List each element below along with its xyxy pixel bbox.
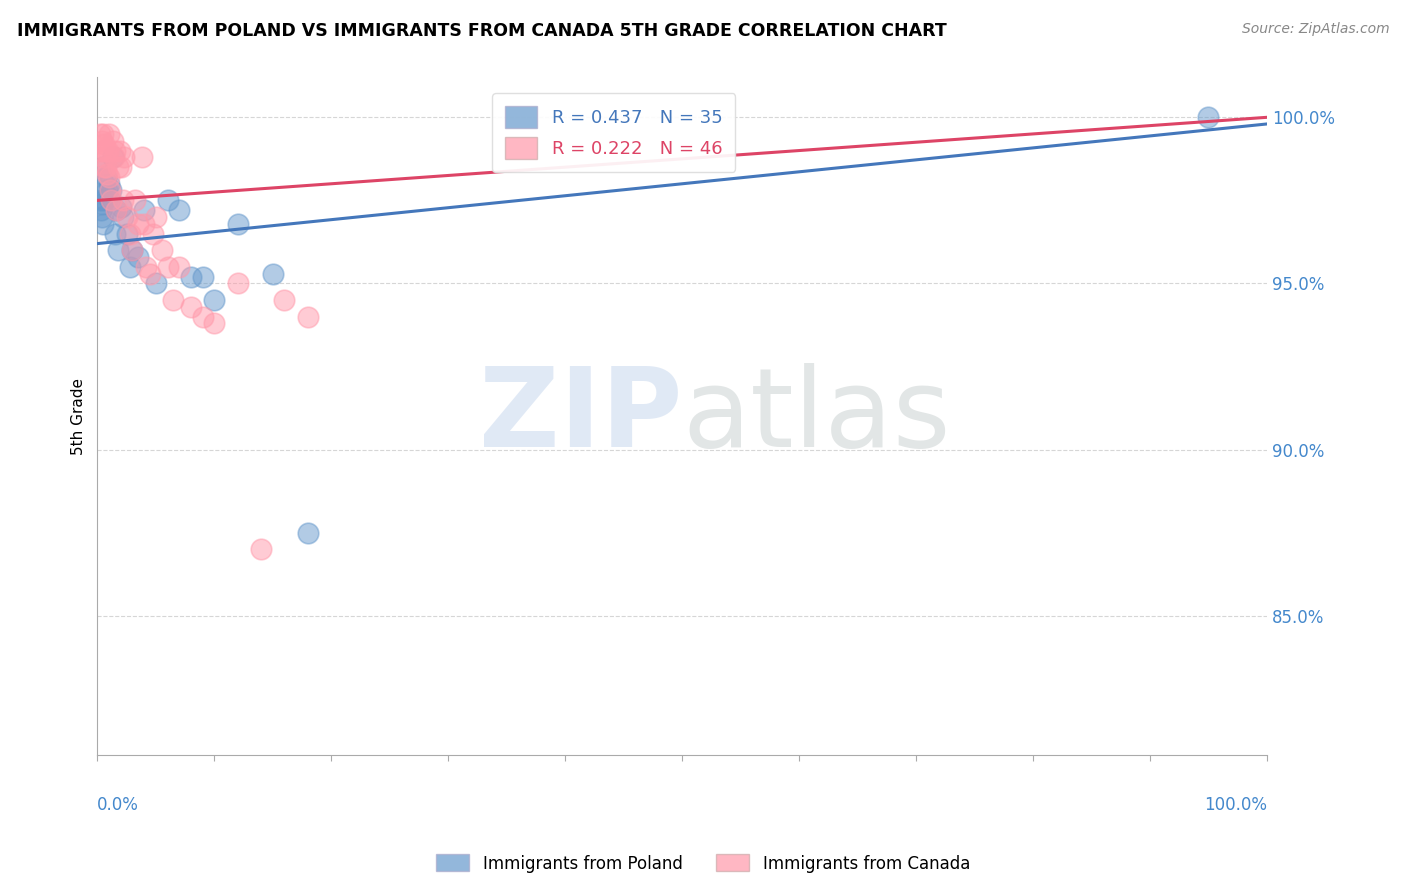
Point	[96, 167, 118, 181]
Point	[100, 183, 122, 197]
Y-axis label: 5th Grade: 5th Grade	[72, 378, 86, 455]
Point	[94, 144, 117, 158]
Point	[167, 260, 190, 274]
Legend: Immigrants from Poland, Immigrants from Canada: Immigrants from Poland, Immigrants from …	[429, 847, 977, 880]
Point	[202, 316, 225, 330]
Point	[226, 277, 249, 291]
Point	[180, 269, 202, 284]
Point	[145, 210, 167, 224]
Point	[297, 310, 319, 324]
Point	[104, 227, 127, 241]
Text: ZIP: ZIP	[479, 363, 682, 470]
Point	[226, 217, 249, 231]
Text: atlas: atlas	[682, 363, 950, 470]
Point	[162, 293, 184, 307]
Point	[139, 267, 162, 281]
Point	[100, 194, 122, 208]
Point	[191, 310, 214, 324]
Point	[297, 525, 319, 540]
Point	[108, 144, 131, 158]
Point	[91, 210, 114, 224]
Point	[167, 203, 190, 218]
Point	[115, 227, 138, 241]
Point	[104, 144, 127, 158]
Point	[91, 217, 114, 231]
Point	[98, 127, 121, 141]
Point	[180, 300, 202, 314]
Point	[112, 150, 135, 164]
Point	[127, 217, 149, 231]
Point	[94, 170, 117, 185]
Point	[121, 244, 143, 258]
Point	[156, 260, 179, 274]
Point	[90, 203, 112, 218]
Point	[1197, 111, 1219, 125]
Point	[135, 260, 157, 274]
Point	[127, 250, 149, 264]
Point	[110, 160, 132, 174]
Point	[98, 194, 121, 208]
Text: Source: ZipAtlas.com: Source: ZipAtlas.com	[1241, 22, 1389, 37]
Point	[91, 150, 114, 164]
Point	[142, 227, 165, 241]
Point	[91, 196, 114, 211]
Point	[110, 200, 132, 214]
Point	[98, 170, 121, 185]
Text: 100.0%: 100.0%	[1204, 796, 1267, 814]
Point	[89, 127, 111, 141]
Point	[120, 260, 142, 274]
Point	[98, 183, 121, 197]
Point	[94, 160, 117, 174]
Point	[91, 134, 114, 148]
Point	[115, 210, 138, 224]
Point	[91, 160, 114, 174]
Point	[93, 136, 115, 151]
Legend: R = 0.437   N = 35, R = 0.222   N = 46: R = 0.437 N = 35, R = 0.222 N = 46	[492, 94, 735, 171]
Text: 0.0%: 0.0%	[97, 796, 139, 814]
Point	[112, 194, 135, 208]
Point	[107, 160, 129, 174]
Point	[97, 190, 120, 204]
Point	[98, 177, 121, 191]
Point	[93, 194, 115, 208]
Point	[90, 144, 112, 158]
Point	[121, 244, 143, 258]
Point	[150, 244, 173, 258]
Point	[191, 269, 214, 284]
Point	[105, 203, 128, 218]
Point	[103, 150, 125, 164]
Point	[101, 150, 124, 164]
Point	[91, 127, 114, 141]
Point	[93, 177, 115, 191]
Point	[250, 542, 273, 557]
Point	[120, 227, 142, 241]
Point	[134, 217, 156, 231]
Point	[89, 194, 111, 208]
Point	[101, 134, 124, 148]
Point	[262, 267, 284, 281]
Point	[202, 293, 225, 307]
Point	[96, 183, 118, 197]
Point	[156, 194, 179, 208]
Point	[131, 150, 153, 164]
Point	[107, 244, 129, 258]
Point	[112, 210, 135, 224]
Point	[97, 144, 120, 158]
Text: IMMIGRANTS FROM POLAND VS IMMIGRANTS FROM CANADA 5TH GRADE CORRELATION CHART: IMMIGRANTS FROM POLAND VS IMMIGRANTS FRO…	[17, 22, 946, 40]
Point	[145, 277, 167, 291]
Point	[105, 203, 128, 218]
Point	[134, 203, 156, 218]
Point	[124, 194, 146, 208]
Point	[93, 160, 115, 174]
Point	[273, 293, 295, 307]
